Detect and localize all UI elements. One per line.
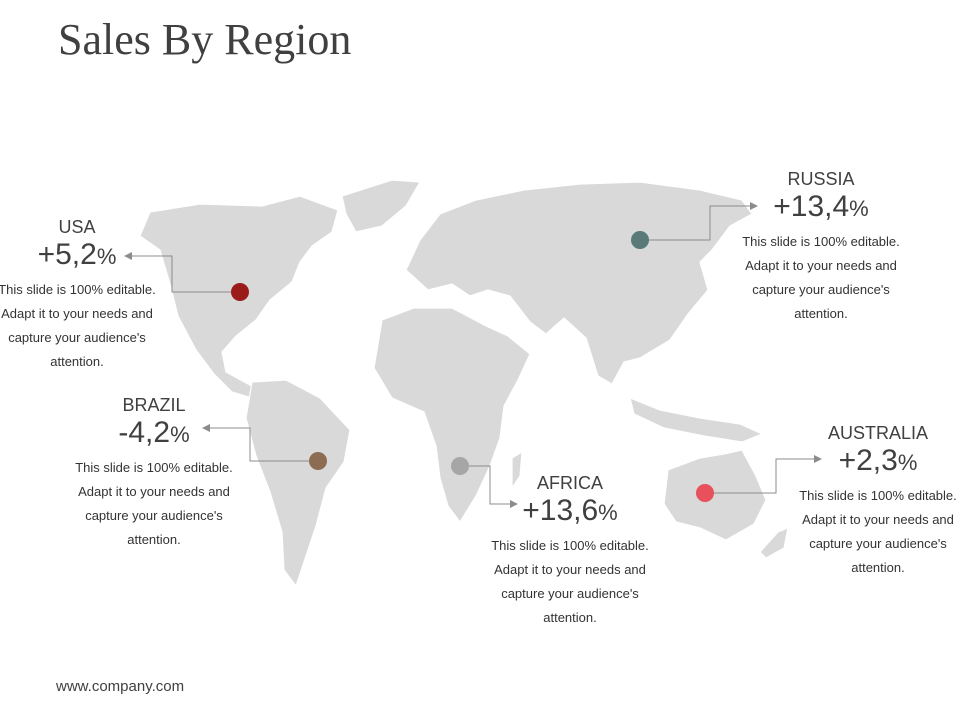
australia-landmass bbox=[663, 449, 767, 541]
region-name: BRAZIL bbox=[122, 395, 186, 415]
region-name: USA bbox=[58, 217, 96, 237]
greenland-landmass bbox=[341, 179, 422, 233]
region-africa: AFRICA +13,6% This slide is 100% editabl… bbox=[490, 472, 650, 630]
region-usa: USA +5,2% This slide is 100% editable. A… bbox=[0, 216, 157, 374]
indonesia-landmass bbox=[629, 397, 764, 443]
south-america-landmass bbox=[245, 379, 351, 588]
region-value: -4,2% bbox=[118, 416, 190, 449]
eurasia-landmass bbox=[405, 181, 753, 385]
region-description: This slide is 100% editable. Adapt it to… bbox=[75, 460, 233, 547]
brazil-arrowhead bbox=[202, 424, 210, 432]
region-australia: AUSTRALIA +2,3% This slide is 100% edita… bbox=[798, 422, 958, 580]
australia-arrowhead bbox=[814, 455, 822, 463]
usa-arrowhead bbox=[124, 252, 132, 260]
russia-arrowhead bbox=[750, 202, 758, 210]
region-description: This slide is 100% editable. Adapt it to… bbox=[799, 488, 957, 575]
africa-marker bbox=[451, 457, 469, 475]
usa-leader-line bbox=[126, 255, 240, 293]
region-description: This slide is 100% editable. Adapt it to… bbox=[0, 282, 156, 369]
region-brazil: BRAZIL -4,2% This slide is 100% editable… bbox=[74, 394, 234, 552]
region-value: +13,4% bbox=[773, 190, 869, 223]
region-value: +2,3% bbox=[838, 444, 918, 477]
brazil-marker bbox=[309, 452, 327, 470]
region-name: AFRICA bbox=[536, 473, 603, 493]
usa-marker bbox=[231, 283, 249, 301]
australia-leader-line bbox=[705, 458, 820, 494]
page-title: Sales By Region bbox=[58, 15, 352, 64]
russia-leader-line bbox=[640, 205, 756, 241]
region-value: +5,2% bbox=[37, 238, 117, 271]
region-name: AUSTRALIA bbox=[827, 423, 929, 443]
region-description: This slide is 100% editable. Adapt it to… bbox=[742, 234, 900, 321]
africa-arrowhead bbox=[510, 500, 518, 508]
africa-leader-line bbox=[460, 465, 516, 505]
region-russia: RUSSIA +13,4% This slide is 100% editabl… bbox=[741, 168, 901, 326]
australia-marker bbox=[696, 484, 714, 502]
madagascar-landmass bbox=[511, 450, 523, 490]
brazil-leader-line bbox=[204, 427, 318, 462]
russia-marker bbox=[631, 231, 649, 249]
region-value: +13,6% bbox=[522, 494, 618, 527]
footer-url: www.company.com bbox=[56, 678, 185, 695]
region-description: This slide is 100% editable. Adapt it to… bbox=[491, 538, 649, 625]
region-name: RUSSIA bbox=[787, 169, 855, 189]
new-zealand-landmass bbox=[759, 527, 789, 559]
